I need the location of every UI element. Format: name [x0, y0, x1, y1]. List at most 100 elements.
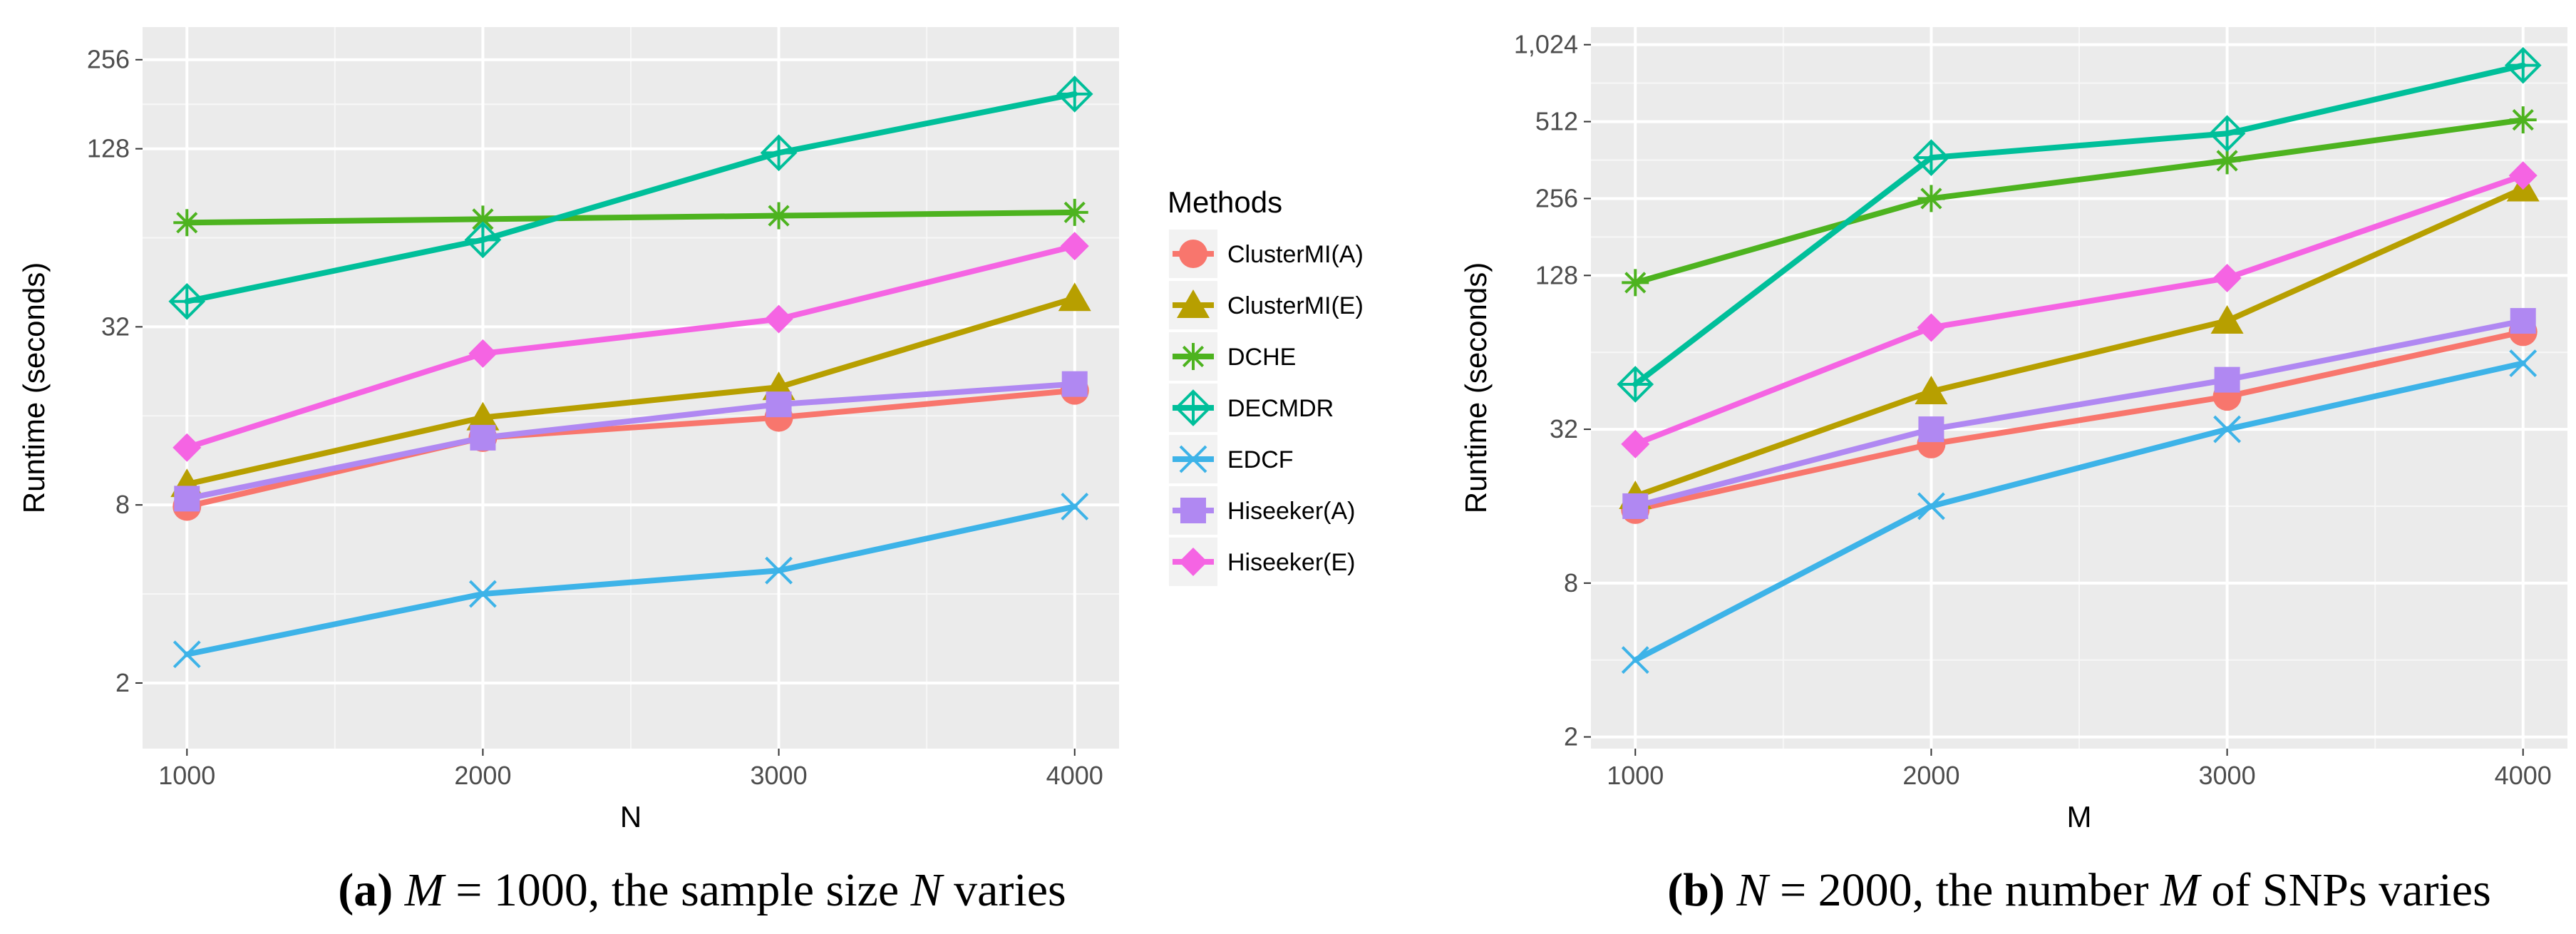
panel-b-y-tick-label: 8 — [1564, 568, 1578, 597]
panel-b-x-tick-label: 1000 — [1607, 761, 1664, 790]
legend-label-clustermi-a: ClusterMI(A) — [1227, 241, 1364, 268]
panel-a-y-tick-label: 32 — [101, 312, 130, 341]
panel-a-point-hiseeker-e — [468, 339, 498, 368]
panel-a-point-hiseeker-e — [172, 433, 202, 462]
panel-b-point-decmdr — [1617, 366, 1654, 403]
panel-b-point-dche — [1622, 269, 1649, 297]
legend: Methods ClusterMI(A) ClusterMI(E) DCHE DECM… — [1168, 185, 1364, 586]
panel-a-line-edcf — [184, 503, 1078, 657]
panel-b-caption-text-after: of SNPs varies — [2211, 864, 2490, 916]
panel-b-y-tick-label: 2 — [1564, 722, 1578, 751]
panel-b-line-clustermi-e — [1632, 185, 2526, 500]
panel-a-caption-text-before: the sample size — [612, 864, 899, 916]
panel-a-point-dche — [173, 209, 201, 237]
panel-a-line-hiseeker-e — [184, 243, 1078, 451]
legend-label-hiseeker-e: Hiseeker(E) — [1227, 549, 1355, 576]
panel-a-y-axis-title: Runtime (seconds) — [17, 262, 51, 513]
panel-a-point-hiseeker-a — [1061, 371, 1088, 397]
panel-b-point-decmdr — [2504, 46, 2542, 84]
panel-b-line-hiseeker-a — [1632, 318, 2526, 509]
panel-b-point-hiseeker-e — [1917, 313, 1946, 342]
panel-a-x-tick-label: 3000 — [751, 761, 808, 790]
legend-key-marker-edcf — [1179, 445, 1207, 473]
panel-a-caption-value: = 1000, — [455, 864, 599, 916]
legend-label-hiseeker-a: Hiseeker(A) — [1227, 498, 1355, 525]
panel-a-point-hiseeker-e — [1060, 232, 1089, 261]
panel-a-point-decmdr — [760, 134, 798, 172]
panel-b-point-hiseeker-a — [1918, 416, 1944, 443]
panel-a-axis-ticks: 1000 2000 3000 4000 2 8 32 128 256 — [87, 45, 1103, 790]
panel-a-point-decmdr — [464, 221, 502, 259]
panel-a-point-hiseeker-a — [470, 424, 496, 451]
panel-b-y-tick-label: 512 — [1535, 107, 1578, 136]
legend-title: Methods — [1168, 185, 1282, 219]
panel-b-point-hiseeker-a — [1622, 493, 1649, 519]
panel-b-point-dche — [2509, 106, 2537, 134]
panel-a-series-dche — [173, 198, 1088, 237]
panel-a-caption-label: (a) — [338, 864, 393, 916]
panel-b-caption-value: = 2000, — [1780, 864, 1924, 916]
panel-a-point-edcf — [1061, 493, 1089, 520]
panel-a-line-clustermi-a — [184, 387, 1078, 510]
panel-b-series-group — [1617, 46, 2542, 674]
panel-b-series-edcf — [1621, 349, 2538, 674]
panel-b-y-tick-label: 256 — [1535, 183, 1578, 212]
legend-key-marker-clustermi-a — [1179, 240, 1207, 268]
panel-a-series-hiseeker-e — [172, 232, 1089, 462]
panel-a-point-hiseeker-a — [766, 391, 792, 418]
panel-b-point-hiseeker-a — [2510, 308, 2536, 334]
panel-b-caption-var: N — [1736, 864, 1771, 916]
panel-b-point-dche — [1917, 185, 1945, 212]
panel-b-y-tick-label: 128 — [1535, 260, 1578, 289]
panel-a-line-clustermi-e — [184, 295, 1078, 488]
panel-a-line-decmdr — [184, 91, 1078, 304]
legend-item-clustermi-a: ClusterMI(A) — [1169, 230, 1364, 278]
panel-b-x-tick-label: 3000 — [2199, 761, 2256, 790]
panel-a-series-edcf — [172, 493, 1089, 669]
panel-a: 1000 2000 3000 4000 2 8 32 128 256 N Runtime (se… — [17, 27, 1119, 916]
panel-b-y-tick-label: 32 — [1550, 414, 1578, 443]
panel-b-point-decmdr — [2208, 115, 2246, 153]
panel-a-point-hiseeker-e — [764, 304, 793, 334]
panel-a-point-decmdr — [168, 282, 206, 320]
panel-a-point-edcf — [469, 580, 497, 608]
panel-b-line-dche — [1632, 117, 2526, 286]
panel-b-line-clustermi-a — [1632, 329, 2526, 513]
panel-b-y-axis-title: Runtime (seconds) — [1459, 262, 1493, 513]
panel-b-point-edcf — [1917, 492, 1945, 520]
panel-b-point-clustermi-e — [1915, 376, 1948, 405]
panel-a-series-decmdr — [168, 76, 1093, 320]
panel-b-point-hiseeker-e — [2508, 161, 2538, 190]
panel-a-series-hiseeker-a — [174, 371, 1088, 512]
panel-a-point-edcf — [172, 640, 201, 669]
panel-b-point-decmdr — [1912, 139, 1950, 176]
legend-item-edcf: EDCF — [1169, 435, 1294, 483]
legend-item-clustermi-e: ClusterMI(E) — [1169, 281, 1364, 329]
panel-b-caption-text-before: the number — [1936, 864, 2149, 916]
panel-a-y-tick-label: 128 — [87, 134, 130, 163]
legend-label-clustermi-e: ClusterMI(E) — [1227, 292, 1364, 319]
panel-a-line-dche — [184, 209, 1078, 226]
panel-a-point-dche — [765, 202, 793, 230]
panel-b-caption: (b) N = 2000, the number M of SNPs varie… — [1667, 864, 2491, 916]
panel-b-y-tick-label: 1,024 — [1514, 30, 1578, 59]
panel-a-y-tick-label: 256 — [87, 45, 130, 74]
legend-item-hiseeker-e: Hiseeker(E) — [1169, 538, 1355, 586]
panel-b-caption-label: (b) — [1667, 864, 1725, 916]
panel-b: 1000 2000 3000 4000 2 8 32 128 256 512 1,024 M Run… — [1459, 27, 2567, 916]
panel-a-caption-var: M — [404, 864, 447, 916]
panel-a-point-clustermi-e — [1058, 282, 1091, 312]
panel-a-x-tick-label: 4000 — [1046, 761, 1103, 790]
panel-a-line-hiseeker-a — [184, 381, 1078, 502]
legend-key-marker-hiseeker-e — [1179, 548, 1207, 576]
panel-b-x-tick-label: 4000 — [2495, 761, 2552, 790]
panel-a-point-hiseeker-a — [174, 486, 200, 512]
panel-a-point-clustermi-e — [466, 401, 500, 431]
panel-b-x-axis-title: M — [2067, 800, 2092, 833]
panel-a-y-tick-label: 2 — [115, 668, 130, 697]
panel-b-line-hiseeker-e — [1632, 173, 2526, 447]
panel-a-series-group — [168, 76, 1093, 669]
panel-b-x-tick-label: 2000 — [1902, 761, 1959, 790]
panel-b-point-hiseeker-e — [2212, 264, 2242, 293]
panel-a-caption-var2: N — [910, 864, 945, 916]
